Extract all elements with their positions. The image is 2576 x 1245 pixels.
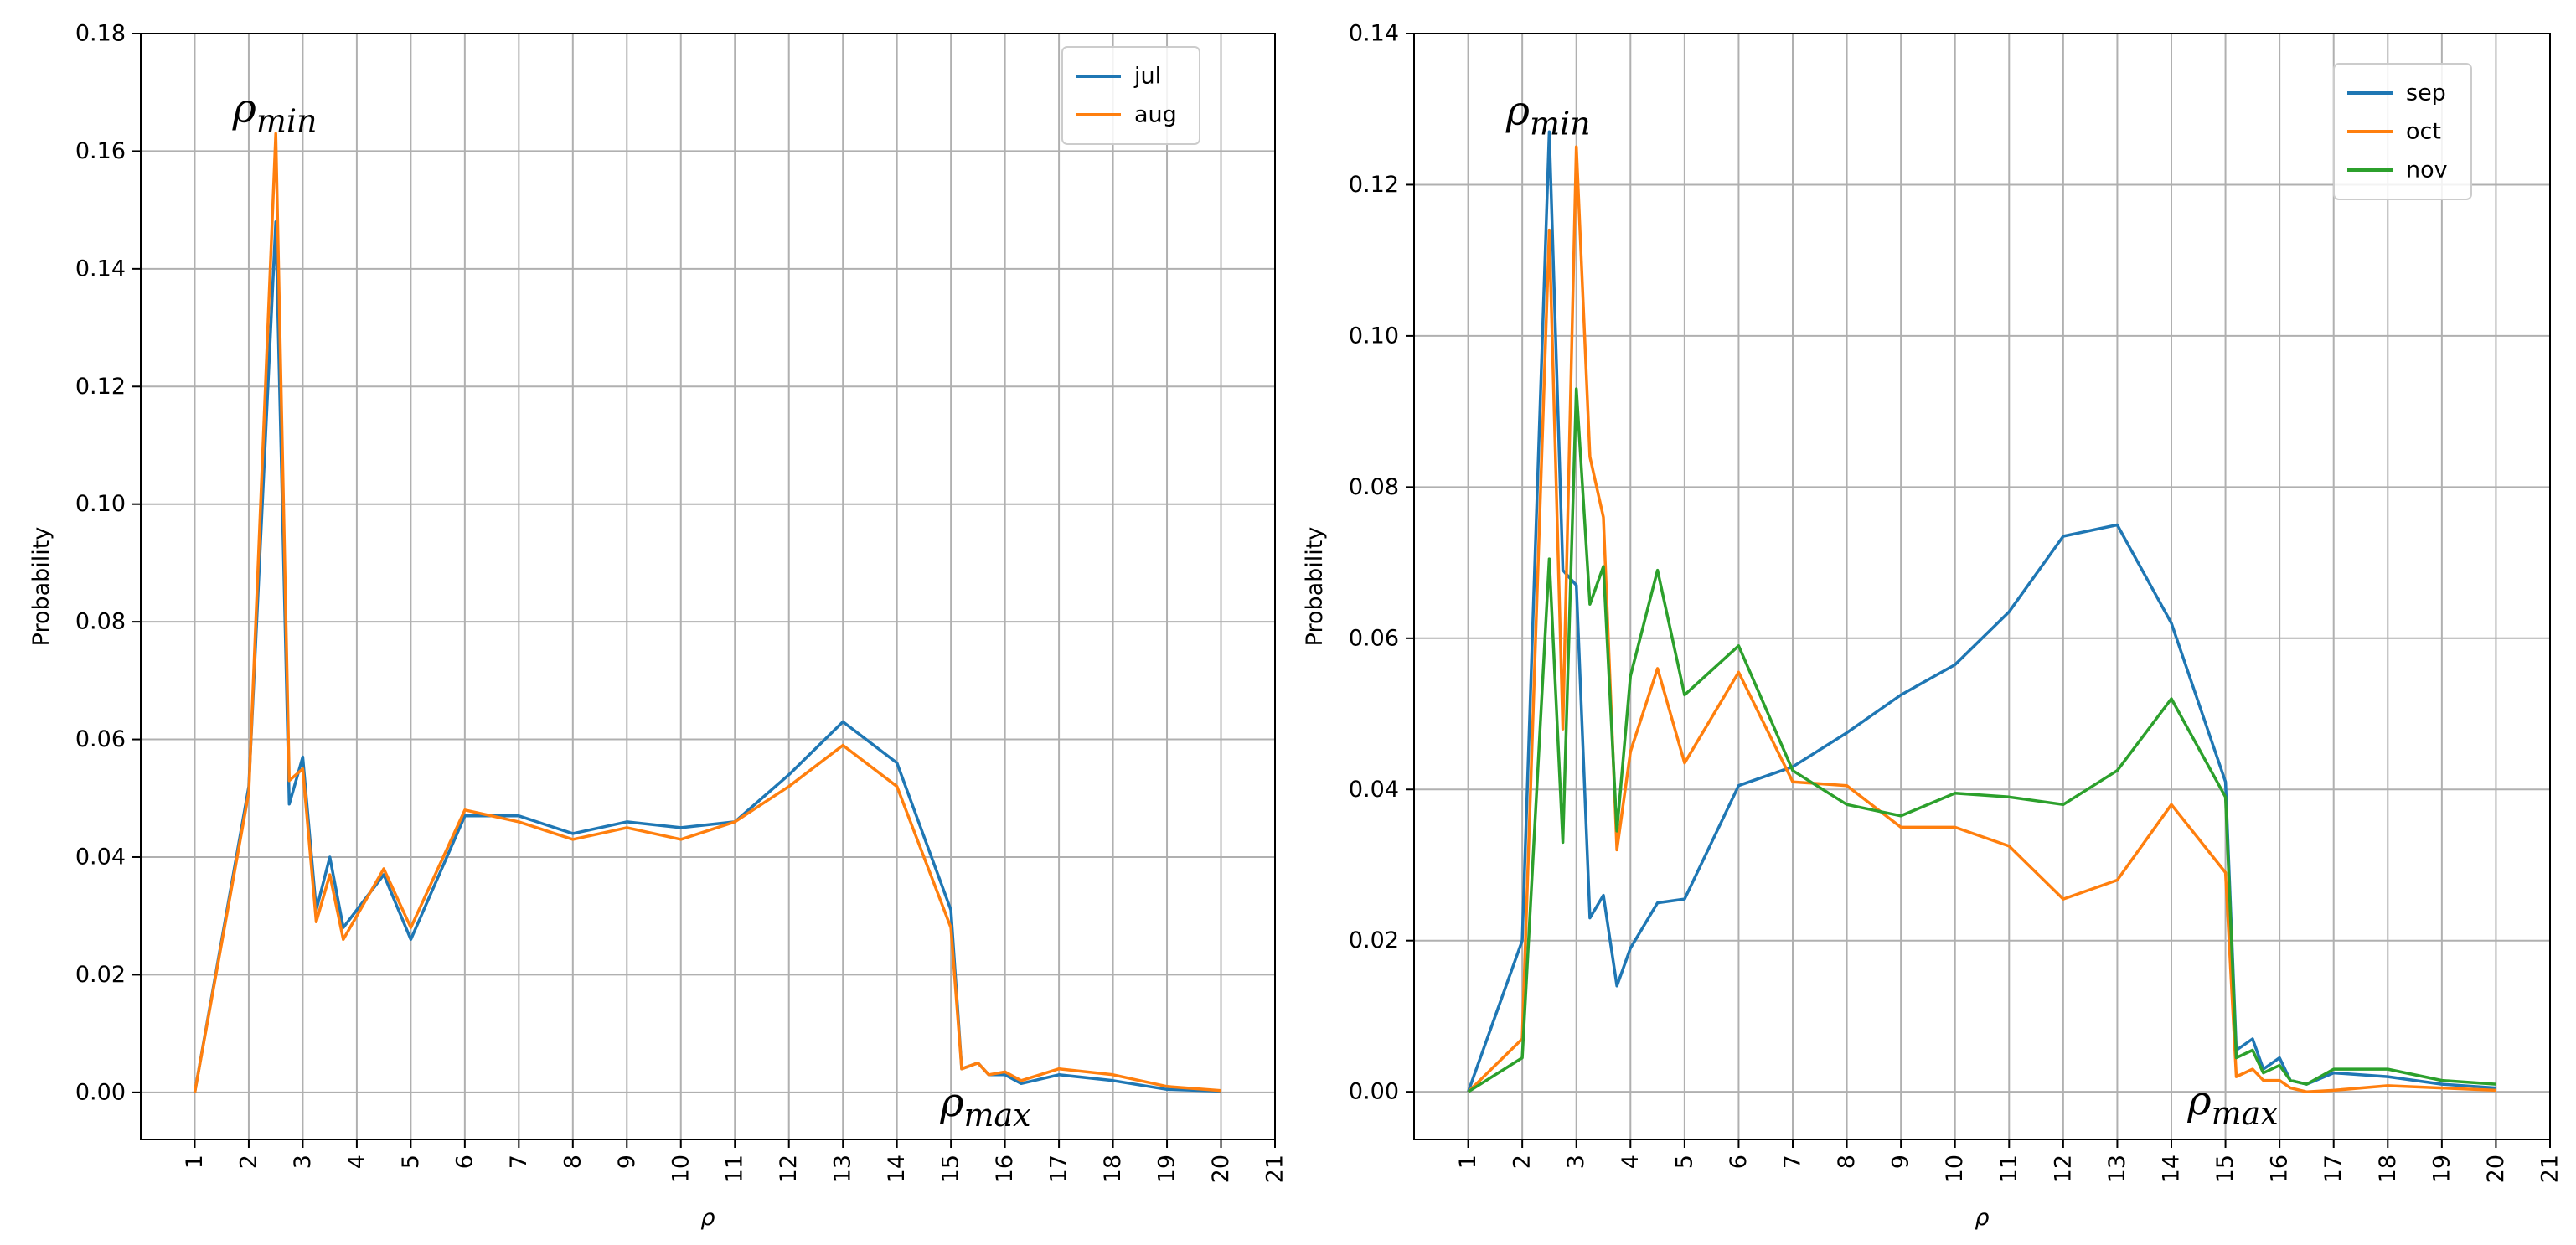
x-tick-label: 8 xyxy=(560,1155,586,1169)
x-tick-label: 14 xyxy=(884,1155,910,1183)
legend-label-sep: sep xyxy=(2406,80,2446,106)
x-tick-label: 7 xyxy=(506,1155,532,1169)
series-line-jul xyxy=(193,220,1221,1093)
x-tick-label: 21 xyxy=(2537,1155,2563,1183)
legend: sep oct nov xyxy=(2333,63,2472,200)
x-tick-label: 8 xyxy=(1834,1155,1860,1169)
y-tick-label: 0.06 xyxy=(75,726,126,752)
y-tick-label: 0.04 xyxy=(1349,777,1399,803)
x-tick-label: 15 xyxy=(938,1155,964,1183)
x-tick-label: 18 xyxy=(2375,1155,2401,1183)
x-tick-label: 10 xyxy=(668,1155,694,1183)
x-tick-label: 19 xyxy=(2429,1155,2455,1183)
legend: jul aug xyxy=(1061,46,1200,145)
y-tick-label: 0.10 xyxy=(1349,323,1399,349)
x-tick-label: 6 xyxy=(452,1155,478,1169)
axes-frame xyxy=(140,33,1276,1140)
x-tick-label: 13 xyxy=(2104,1155,2130,1183)
x-tick-label: 20 xyxy=(1208,1155,1234,1183)
legend-label-oct: oct xyxy=(2406,119,2441,145)
x-tick-label: 14 xyxy=(2159,1155,2185,1183)
y-tick-label: 0.12 xyxy=(1349,172,1399,198)
x-tick-label: 3 xyxy=(290,1155,316,1169)
annotation-rho-max: ρmax xyxy=(939,1079,1030,1134)
y-tick-label: 0.18 xyxy=(75,21,126,47)
axes-frame xyxy=(1413,33,2551,1140)
x-tick-label: 11 xyxy=(722,1155,748,1183)
x-tick-label: 9 xyxy=(614,1155,640,1169)
x-tick-label: 18 xyxy=(1100,1155,1126,1183)
x-axis-label: ρ xyxy=(1975,1205,1989,1231)
x-tick-label: 1 xyxy=(1455,1155,1481,1169)
x-axis-label: ρ xyxy=(700,1205,715,1231)
y-tick-label: 0.14 xyxy=(75,256,126,282)
series-line-nov xyxy=(1467,387,2496,1093)
x-tick-label: 17 xyxy=(1046,1155,1072,1183)
chart-1: 1 2 3 4 5 6 7 8 9 10 11 12 13 14 15 16 17 18 19 20 210.000.0… xyxy=(28,21,1288,1232)
y-tick-label: 0.06 xyxy=(1349,625,1399,651)
x-tick-label: 5 xyxy=(398,1155,424,1169)
y-tick-label: 0.14 xyxy=(1349,21,1399,47)
x-tick-label: 4 xyxy=(1618,1155,1644,1169)
x-tick-label: 16 xyxy=(992,1155,1018,1183)
x-tick-label: 2 xyxy=(235,1155,261,1169)
legend-box xyxy=(1061,46,1200,145)
annotation-rho-max: ρmax xyxy=(2186,1077,2278,1132)
y-tick-label: 0.02 xyxy=(1349,927,1399,953)
x-tick-label: 1 xyxy=(182,1155,208,1169)
chart-2: 1 2 3 4 5 6 7 8 9 10 11 12 13 14 15 16 17 18 19 20 210.000.0… xyxy=(1302,21,2563,1232)
y-axis-label: Probability xyxy=(1302,527,1328,647)
legend-box xyxy=(2333,63,2472,200)
x-tick-label: 12 xyxy=(2050,1155,2076,1183)
y-axis-label: Probability xyxy=(28,527,54,647)
x-tick-label: 6 xyxy=(1726,1155,1752,1169)
x-tick-label: 7 xyxy=(1780,1155,1806,1169)
y-tick-label: 0.08 xyxy=(75,609,126,635)
series-line-oct xyxy=(1467,145,2496,1093)
series-line-sep xyxy=(1466,130,2496,1093)
x-tick-label: 15 xyxy=(2212,1155,2238,1183)
annotation-rho-min: ρmin xyxy=(232,85,317,139)
x-tick-label: 2 xyxy=(1510,1155,1536,1169)
y-tick-label: 0.16 xyxy=(75,138,126,164)
annotation-rho-min: ρmin xyxy=(1505,87,1591,142)
legend-label-jul: jul xyxy=(1133,64,1161,90)
series-line-aug xyxy=(193,132,1221,1093)
x-tick-label: 5 xyxy=(1671,1155,1697,1169)
y-tick-label: 0.08 xyxy=(1349,474,1399,500)
legend-label-aug: aug xyxy=(1134,102,1177,128)
x-tick-label: 11 xyxy=(1996,1155,2022,1183)
y-tick-label: 0.00 xyxy=(75,1079,126,1105)
x-tick-label: 20 xyxy=(2483,1155,2509,1183)
x-tick-label: 3 xyxy=(1563,1155,1589,1169)
legend-label-nov: nov xyxy=(2406,158,2448,183)
y-tick-label: 0.12 xyxy=(75,374,126,400)
x-tick-label: 19 xyxy=(1154,1155,1180,1183)
y-tick-label: 0.04 xyxy=(75,844,126,870)
x-tick-label: 12 xyxy=(776,1155,802,1183)
x-tick-label: 21 xyxy=(1262,1155,1288,1183)
y-tick-label: 0.00 xyxy=(1349,1079,1399,1105)
x-tick-label: 9 xyxy=(1888,1155,1914,1169)
y-tick-label: 0.10 xyxy=(75,491,126,517)
y-tick-label: 0.02 xyxy=(75,962,126,988)
x-tick-label: 4 xyxy=(343,1155,369,1169)
x-tick-label: 16 xyxy=(2267,1155,2293,1183)
x-tick-label: 10 xyxy=(1942,1155,1968,1183)
x-tick-label: 13 xyxy=(830,1155,856,1183)
x-tick-label: 17 xyxy=(2320,1155,2346,1183)
